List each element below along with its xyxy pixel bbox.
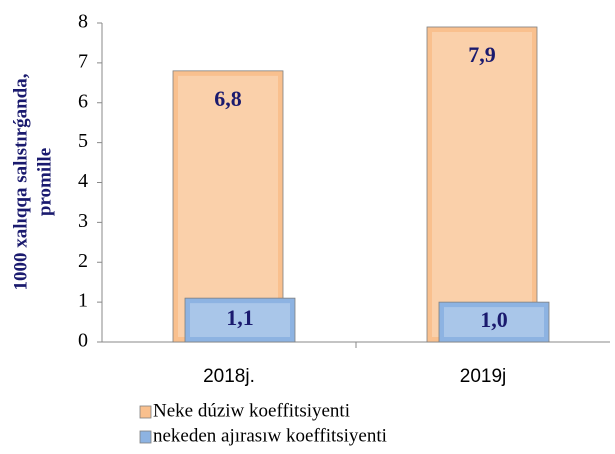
legend-label: Neke dúziw koeffitsiyenti — [153, 400, 350, 421]
x-tick-label: 2018j. — [203, 366, 255, 387]
y-axis-title-line: 1000 xalıqqa salıstırǵanda, — [10, 73, 31, 290]
y-tick-label: 7 — [78, 50, 88, 72]
legend-label: nekeden ajırasıw koeffitsiyenti — [153, 425, 387, 446]
bar — [438, 301, 550, 343]
x-tick-label: 2019j — [460, 366, 507, 387]
y-tick-label: 5 — [78, 130, 88, 152]
bar — [184, 297, 296, 343]
bar-bevel — [178, 75, 278, 337]
y-tick-label: 2 — [78, 250, 88, 272]
bar-bevel — [190, 303, 290, 337]
legend-marker — [139, 405, 152, 419]
y-axis-title-line: promille — [34, 148, 55, 216]
legend-marker — [139, 430, 152, 444]
y-tick-label: 4 — [78, 170, 88, 192]
bar — [172, 70, 284, 343]
bar-bevel — [444, 307, 544, 337]
value-label: 7,9 — [468, 42, 496, 67]
y-tick-label: 3 — [78, 210, 88, 232]
value-label: 1,1 — [226, 305, 254, 330]
bar — [426, 26, 538, 343]
y-tick-label: 1 — [78, 290, 88, 312]
y-tick-label: 8 — [78, 11, 88, 33]
value-label: 1,0 — [480, 307, 508, 332]
bar-bevel — [432, 31, 532, 338]
value-label: 6,8 — [214, 86, 242, 111]
y-tick-label: 0 — [78, 330, 88, 352]
y-axis-title: 1000 xalıqqa salıstırǵanda, promille — [10, 73, 55, 290]
y-tick-label: 6 — [78, 90, 88, 112]
